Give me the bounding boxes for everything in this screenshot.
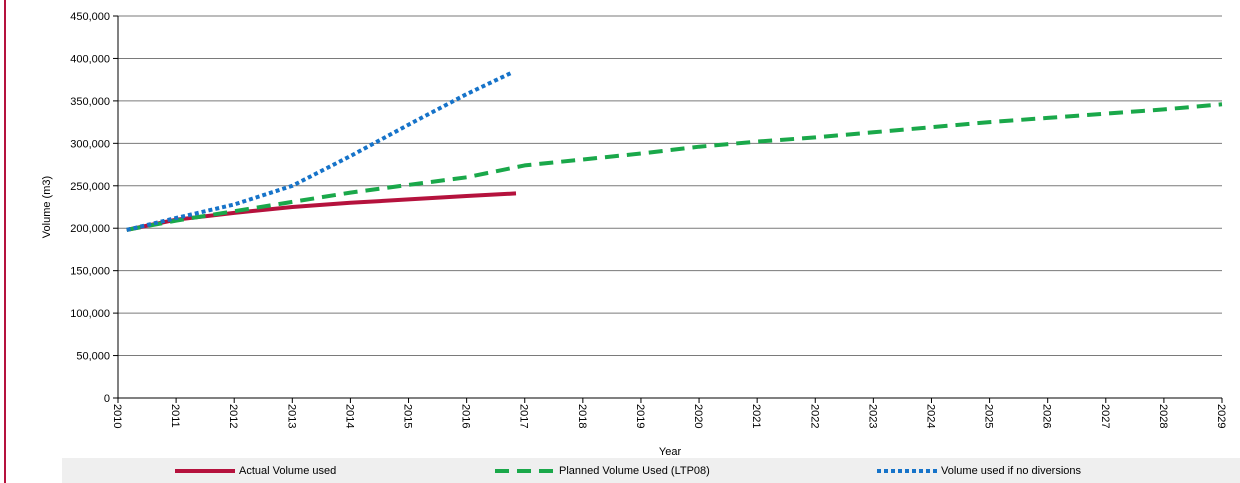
legend-label-planned: Planned Volume Used (LTP08) xyxy=(559,464,710,477)
y-tick-label: 250,000 xyxy=(70,181,110,193)
y-tick-label: 0 xyxy=(104,393,110,405)
x-tick-label: 2029 xyxy=(1215,404,1227,428)
y-tick-label: 350,000 xyxy=(70,96,110,108)
y-tick-label: 450,000 xyxy=(70,11,110,23)
legend-label-no-diversions: Volume used if no diversions xyxy=(941,464,1082,477)
series-actual-volume-line xyxy=(126,191,517,232)
y-tick-label: 100,000 xyxy=(70,308,110,320)
x-tick-label: 2014 xyxy=(343,404,355,428)
legend-item-no-diversions: Volume used if no diversions xyxy=(877,458,1081,483)
x-tick-label: 2020 xyxy=(692,404,704,428)
y-tick-label: 200,000 xyxy=(70,223,110,235)
x-axis-title: Year xyxy=(659,446,682,458)
x-tick-label: 2019 xyxy=(634,404,646,428)
legend-item-planned: Planned Volume Used (LTP08) xyxy=(495,458,710,483)
series-no-diversions-line xyxy=(126,70,514,232)
x-tick-label: 2011 xyxy=(169,404,181,428)
x-tick-label: 2016 xyxy=(460,404,472,428)
y-tick-label: 300,000 xyxy=(70,138,110,150)
legend-swatch-no-diversions xyxy=(877,468,937,473)
x-tick-label: 2017 xyxy=(518,404,530,428)
y-axis-title: Volume (m3) xyxy=(41,176,53,238)
series-lines xyxy=(126,70,1223,232)
x-tick-label: 2024 xyxy=(924,404,936,428)
x-tick-label: 2015 xyxy=(402,404,414,428)
legend-swatch-planned xyxy=(495,468,555,473)
x-tick-label: 2026 xyxy=(1041,404,1053,428)
gridlines xyxy=(117,15,1222,399)
x-tick-label: 2018 xyxy=(576,404,588,428)
x-axis-ticks: 2010 2011 2012 2013 2014 2015 2016 2017 2018 2019… xyxy=(111,398,1227,428)
x-tick-label: 2012 xyxy=(227,404,239,428)
y-tick-label: 150,000 xyxy=(70,266,110,278)
series-planned-volume-line xyxy=(126,102,1223,232)
x-tick-label: 2025 xyxy=(983,404,995,428)
y-tick-label: 400,000 xyxy=(70,53,110,65)
legend-label-actual: Actual Volume used xyxy=(239,464,337,477)
legend-item-actual: Actual Volume used xyxy=(175,458,336,483)
legend-swatch-actual xyxy=(175,468,235,473)
line-chart: 0 50,000 100,000 150,000 200,000 250,000 300,0… xyxy=(41,11,1227,458)
x-tick-label: 2023 xyxy=(866,404,878,428)
x-tick-label: 2010 xyxy=(111,404,123,428)
chart-legend: Actual Volume used Planned Volume Used (… xyxy=(62,458,1240,483)
x-tick-label: 2021 xyxy=(750,404,762,428)
x-tick-label: 2028 xyxy=(1157,404,1169,428)
x-tick-label: 2022 xyxy=(808,404,820,428)
x-tick-label: 2013 xyxy=(285,404,297,428)
x-tick-label: 2027 xyxy=(1099,404,1111,428)
left-border-rule xyxy=(4,0,6,483)
y-tick-label: 50,000 xyxy=(76,351,110,363)
y-axis-ticks: 0 50,000 100,000 150,000 200,000 250,000 300,0… xyxy=(70,11,118,405)
